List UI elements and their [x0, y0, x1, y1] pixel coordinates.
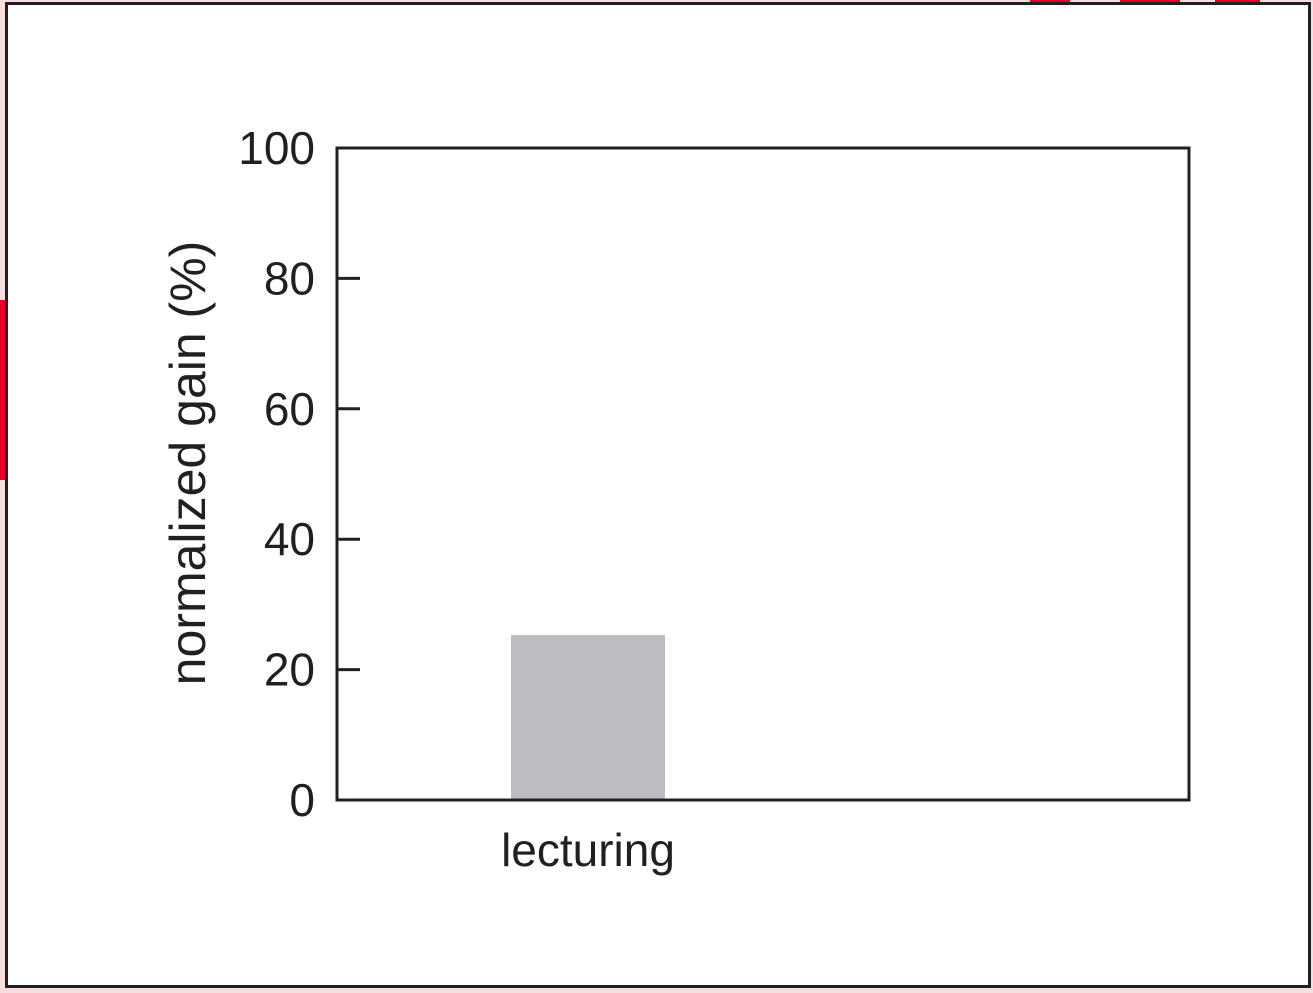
background-red-strip [0, 300, 6, 480]
y-axis-title: normalized gain (%) [160, 241, 216, 686]
x-tick-label: lecturing [501, 824, 675, 876]
y-tick-label: 0 [289, 774, 315, 826]
x-axis-labels: lecturing [501, 824, 675, 876]
bars [511, 635, 665, 799]
bar-lecturing [511, 635, 665, 799]
y-tick-label: 20 [264, 644, 315, 696]
y-tick-label: 40 [264, 513, 315, 565]
plot-frame [335, 146, 1191, 802]
y-tick-label: 100 [238, 122, 315, 174]
y-tick-label: 80 [264, 252, 315, 304]
y-tick-label: 60 [264, 383, 315, 435]
background-red-mark [1120, 0, 1180, 3]
y-axis-ticks: 0 20 40 60 80 100 [238, 122, 360, 826]
background-red-mark [1030, 0, 1070, 3]
background-red-mark [1215, 0, 1260, 3]
slide-frame [5, 2, 1311, 988]
